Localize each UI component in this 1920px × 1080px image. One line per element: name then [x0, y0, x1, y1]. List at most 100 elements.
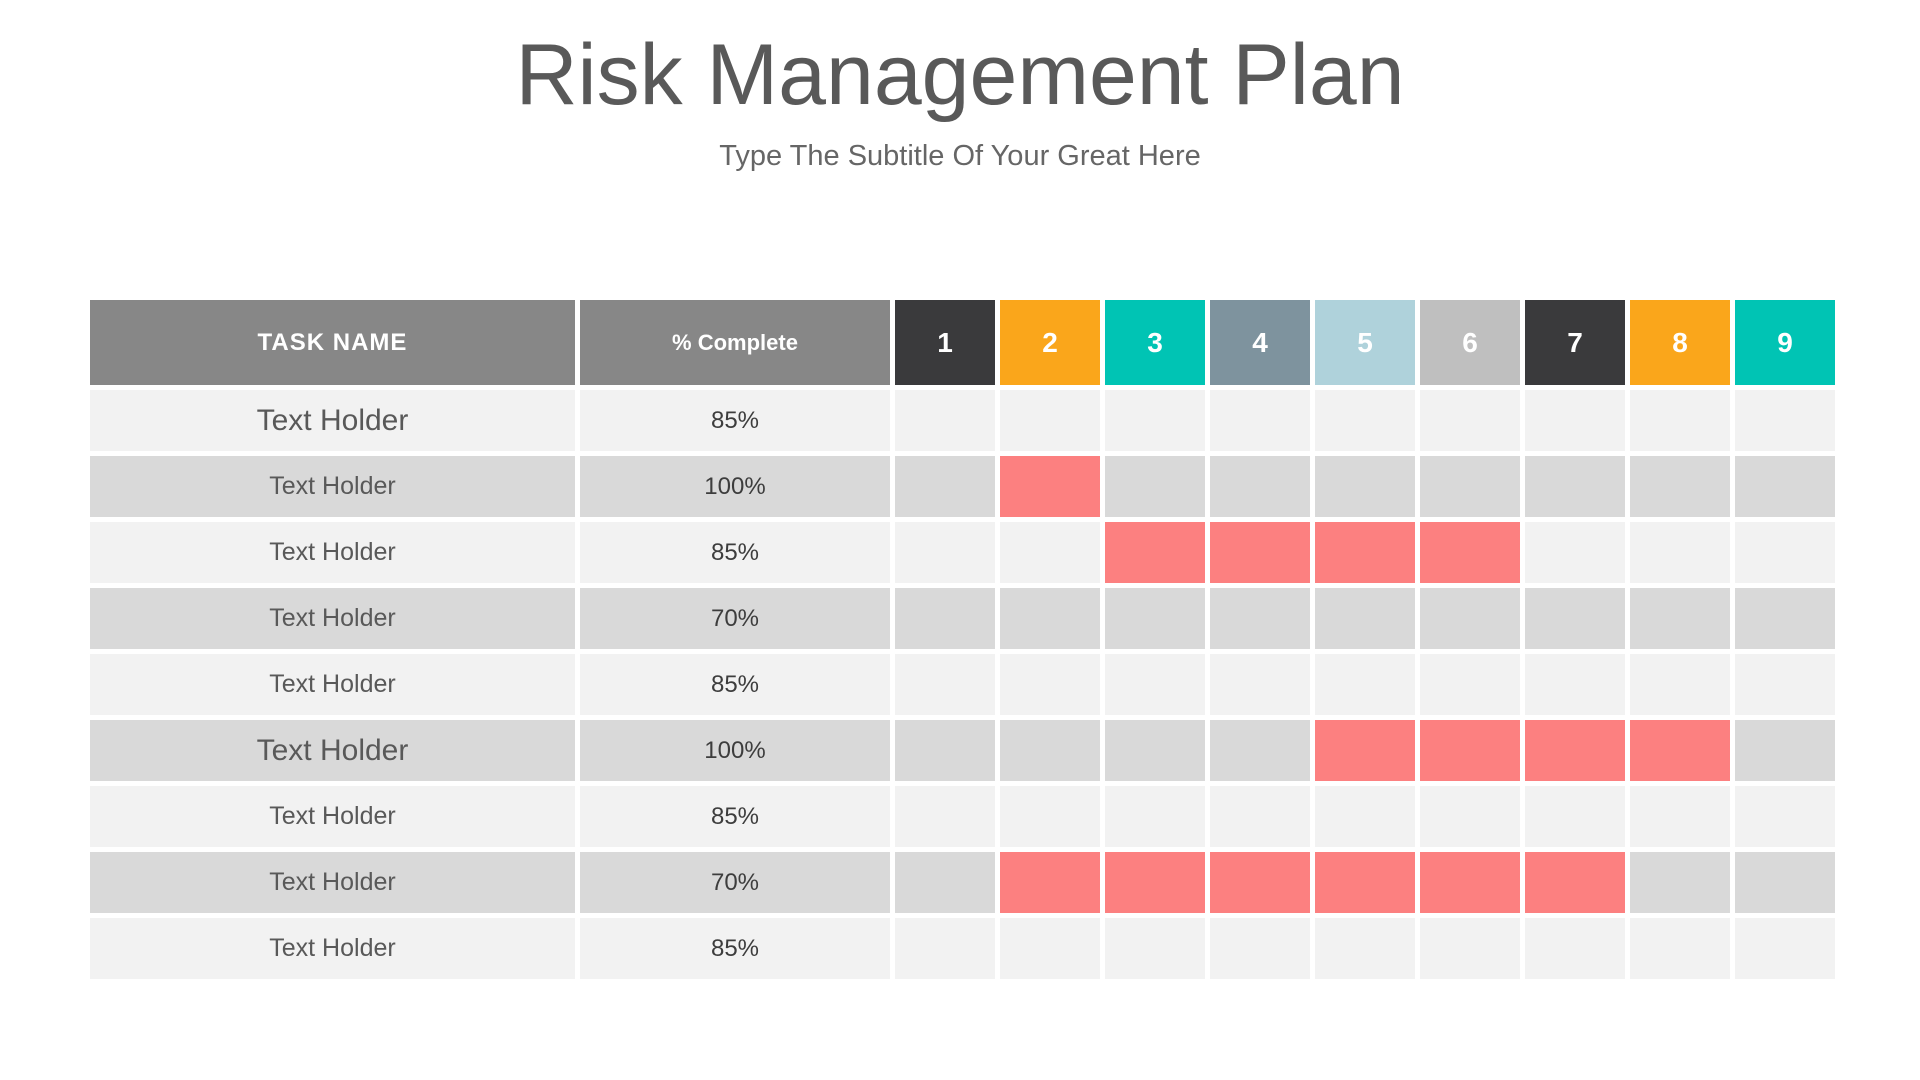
gantt-bar-cell [1525, 720, 1625, 781]
period-cell [1525, 918, 1625, 979]
period-cell [1000, 522, 1100, 583]
percent-complete-cell: 85% [580, 522, 890, 583]
period-cell [1420, 390, 1520, 451]
period-cell [895, 456, 995, 517]
gantt-bar-cell [1420, 852, 1520, 913]
gantt-table: TASK NAME % Complete 1 2 3 4 5 6 7 8 9 Text Holde… [90, 300, 1835, 979]
column-header-percent-complete: % Complete [580, 300, 890, 385]
gantt-bar-cell [1315, 522, 1415, 583]
period-cell [1105, 720, 1205, 781]
period-cell [1315, 456, 1415, 517]
period-cell [1315, 786, 1415, 847]
period-cell [1210, 390, 1310, 451]
column-header-period-9: 9 [1735, 300, 1835, 385]
percent-complete-cell: 85% [580, 654, 890, 715]
period-cell [1210, 456, 1310, 517]
percent-complete-cell: 100% [580, 720, 890, 781]
period-cell [1630, 390, 1730, 451]
gantt-bar-cell [1000, 852, 1100, 913]
period-cell [1210, 588, 1310, 649]
period-cell [895, 786, 995, 847]
period-cell [1735, 654, 1835, 715]
task-name-cell: Text Holder [90, 852, 575, 913]
percent-complete-cell: 85% [580, 918, 890, 979]
column-header-period-3: 3 [1105, 300, 1205, 385]
period-cell [1105, 654, 1205, 715]
period-cell [1105, 456, 1205, 517]
gantt-bar-cell [1105, 522, 1205, 583]
period-cell [1735, 786, 1835, 847]
period-cell [1630, 522, 1730, 583]
period-cell [1525, 390, 1625, 451]
task-name-cell: Text Holder [90, 720, 575, 781]
period-cell [1000, 390, 1100, 451]
period-cell [1525, 588, 1625, 649]
period-cell [1210, 918, 1310, 979]
period-cell [1630, 852, 1730, 913]
gantt-bar-cell [1210, 522, 1310, 583]
period-cell [895, 918, 995, 979]
gantt-bar-cell [1210, 852, 1310, 913]
period-cell [1210, 720, 1310, 781]
period-cell [1315, 918, 1415, 979]
page-subtitle: Type The Subtitle Of Your Great Here [719, 140, 1201, 172]
period-cell [1420, 918, 1520, 979]
gantt-bar-cell [1315, 720, 1415, 781]
period-cell [1420, 786, 1520, 847]
column-header-period-6: 6 [1420, 300, 1520, 385]
period-cell [1000, 720, 1100, 781]
period-cell [1735, 918, 1835, 979]
period-cell [1315, 654, 1415, 715]
period-cell [1000, 588, 1100, 649]
period-cell [1525, 522, 1625, 583]
percent-complete-cell: 70% [580, 588, 890, 649]
period-cell [895, 588, 995, 649]
task-name-cell: Text Holder [90, 522, 575, 583]
column-header-period-1: 1 [895, 300, 995, 385]
period-cell [1000, 786, 1100, 847]
gantt-bar-cell [1420, 522, 1520, 583]
period-cell [1735, 456, 1835, 517]
period-cell [895, 720, 995, 781]
percent-complete-cell: 85% [580, 786, 890, 847]
percent-complete-cell: 70% [580, 852, 890, 913]
period-cell [1735, 522, 1835, 583]
period-cell [1630, 918, 1730, 979]
period-cell [1630, 588, 1730, 649]
period-cell [1420, 588, 1520, 649]
period-cell [1105, 588, 1205, 649]
column-header-period-8: 8 [1630, 300, 1730, 385]
period-cell [1210, 786, 1310, 847]
period-cell [1630, 654, 1730, 715]
period-cell [1630, 786, 1730, 847]
period-cell [1315, 390, 1415, 451]
period-cell [1735, 720, 1835, 781]
period-cell [1210, 654, 1310, 715]
column-header-period-4: 4 [1210, 300, 1310, 385]
period-cell [1525, 786, 1625, 847]
gantt-bar-cell [1525, 852, 1625, 913]
period-cell [1735, 852, 1835, 913]
gantt-bar-cell [1000, 456, 1100, 517]
task-name-cell: Text Holder [90, 918, 575, 979]
column-header-task-name: TASK NAME [90, 300, 575, 385]
period-cell [1525, 456, 1625, 517]
period-cell [1105, 786, 1205, 847]
period-cell [1000, 654, 1100, 715]
period-cell [895, 390, 995, 451]
column-header-period-7: 7 [1525, 300, 1625, 385]
task-name-cell: Text Holder [90, 786, 575, 847]
period-cell [1735, 588, 1835, 649]
gantt-bar-cell [1630, 720, 1730, 781]
period-cell [1525, 654, 1625, 715]
period-cell [1630, 456, 1730, 517]
task-name-cell: Text Holder [90, 456, 575, 517]
period-cell [1420, 654, 1520, 715]
column-header-period-2: 2 [1000, 300, 1100, 385]
task-name-cell: Text Holder [90, 390, 575, 451]
period-cell [1105, 918, 1205, 979]
task-name-cell: Text Holder [90, 654, 575, 715]
percent-complete-cell: 100% [580, 456, 890, 517]
gantt-bar-cell [1420, 720, 1520, 781]
